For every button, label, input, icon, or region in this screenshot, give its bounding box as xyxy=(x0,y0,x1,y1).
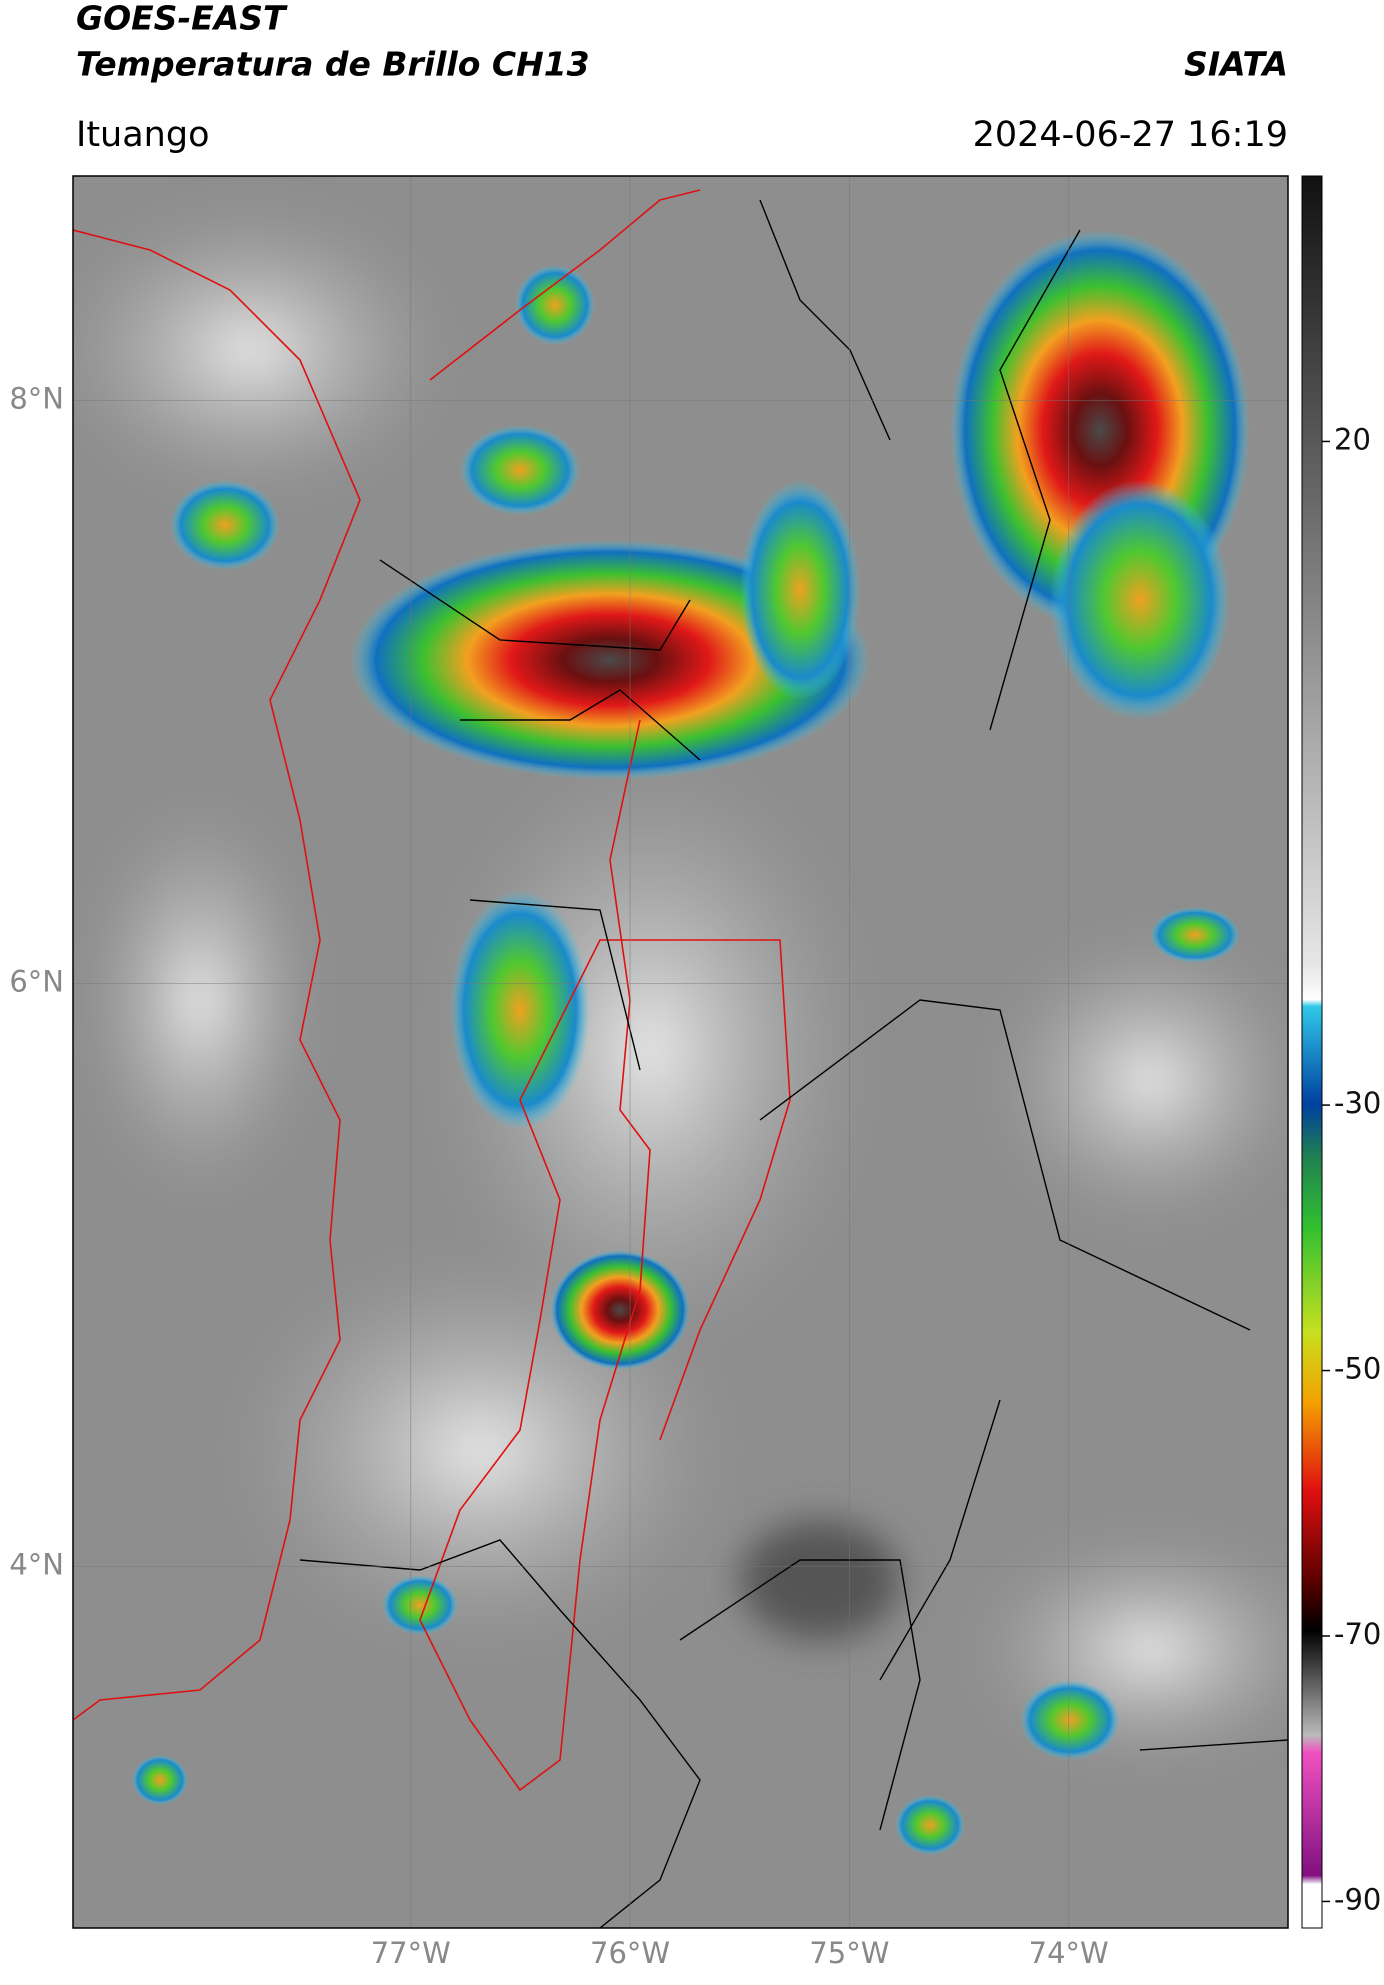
subtitle: Temperatura de Brillo CH13 xyxy=(76,45,590,84)
colorbar-tick-label: -70 xyxy=(1334,1617,1381,1651)
y-tick-label: 6°N xyxy=(9,964,64,998)
storm xyxy=(1020,1680,1120,1760)
title: GOES-EAST xyxy=(76,0,288,38)
grid xyxy=(73,176,1288,1928)
cloud xyxy=(990,930,1288,1230)
cloud xyxy=(73,200,450,500)
x-tick-label: 74°W xyxy=(1029,1936,1109,1970)
colorbar-tick-label: 20 xyxy=(1334,422,1371,456)
storm xyxy=(1050,480,1230,720)
location: Ituango xyxy=(76,115,210,155)
cold-area xyxy=(740,1520,900,1640)
storm xyxy=(1150,907,1240,963)
storm xyxy=(460,425,580,515)
colorbar-tick-label: -30 xyxy=(1334,1086,1381,1120)
admin-border xyxy=(299,199,1288,1928)
colorbar-tick-label: -50 xyxy=(1334,1352,1381,1386)
storm xyxy=(515,265,595,345)
coastline xyxy=(73,229,361,1721)
map-frame xyxy=(72,175,1289,1929)
datetime: 2024-06-27 16:19 xyxy=(973,115,1288,155)
map-image xyxy=(73,176,1288,1928)
x-tick-label: 77°W xyxy=(371,1936,451,1970)
agency: SIATA xyxy=(1184,45,1288,84)
storm xyxy=(550,1250,690,1370)
borders xyxy=(73,189,1288,1928)
y-tick-label: 8°N xyxy=(9,381,64,415)
x-tick-label: 75°W xyxy=(809,1936,889,1970)
storm xyxy=(740,480,860,700)
storm xyxy=(170,480,280,570)
storm xyxy=(382,1575,458,1635)
storms xyxy=(132,230,1250,1855)
colorbar xyxy=(1301,175,1323,1929)
colorbar-tick-label: -90 xyxy=(1334,1882,1381,1916)
x-tick-label: 76°W xyxy=(590,1936,670,1970)
storm xyxy=(132,1755,188,1805)
cloud xyxy=(80,800,320,1200)
y-tick-label: 4°N xyxy=(9,1548,64,1582)
department-border xyxy=(419,189,791,1792)
storm xyxy=(450,890,590,1130)
storm xyxy=(895,1795,965,1855)
